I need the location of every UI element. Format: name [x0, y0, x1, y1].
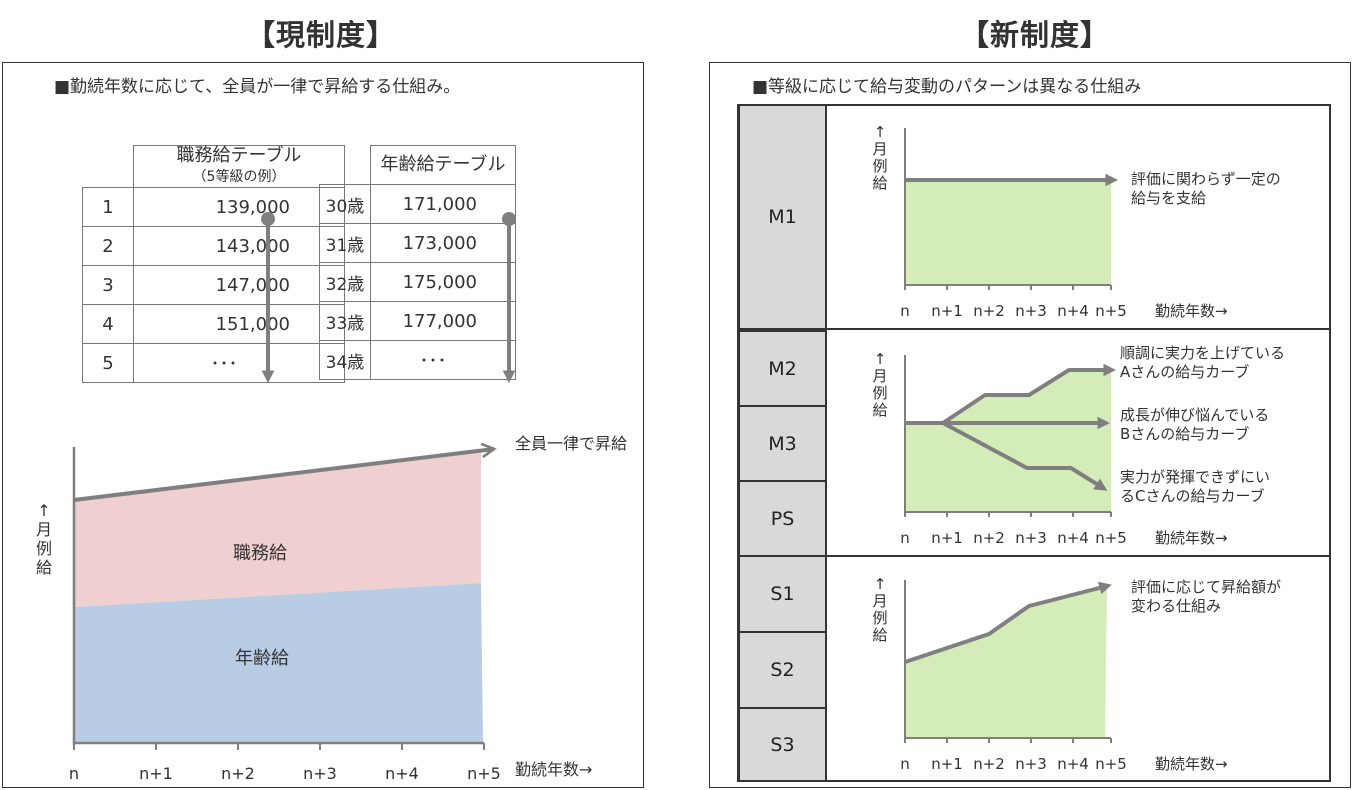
s-note: 評価に応じて昇給額が 変わる仕組み — [1131, 578, 1282, 615]
table-row: 34歳 ･･･ — [319, 340, 516, 380]
x-tick-label: n+2 — [973, 302, 1005, 320]
salary-area — [905, 586, 1107, 738]
job-table-arrow — [261, 212, 275, 384]
table-row: 4 151,000 — [82, 304, 345, 344]
y-axis-label: 給 — [872, 401, 887, 419]
x-tick-label: n+5 — [467, 764, 501, 783]
salary-area — [905, 180, 1111, 285]
y-axis-label: ↑ — [874, 123, 887, 141]
x-tick-label: n+2 — [221, 764, 255, 783]
age-table-arrow — [502, 212, 516, 384]
section-divider — [827, 555, 1330, 557]
y-axis-label: 給 — [872, 174, 887, 192]
y-axis-label: ↑ — [874, 350, 887, 368]
x-tick-label: n+1 — [931, 302, 963, 320]
age-table-header: 年齢給テーブル — [370, 145, 516, 185]
x-tick-label: n+4 — [385, 764, 419, 783]
job-area-label: 職務給 — [233, 543, 287, 564]
person-b-note: 成長が伸び悩んでいる Bさんの給与カーブ — [1120, 406, 1270, 443]
x-tick-label: n+1 — [931, 755, 963, 773]
svg-text:例: 例 — [36, 539, 52, 558]
table-row: 30歳 171,000 — [319, 184, 516, 224]
table-row: 33歳 177,000 — [319, 301, 516, 341]
x-tick-label: n+4 — [1057, 529, 1089, 547]
m1-note: 評価に関わらず一定の 給与を支給 — [1131, 170, 1281, 207]
x-tick-label: n — [900, 529, 910, 547]
x-ticks — [73, 743, 485, 750]
table-row: 32歳 175,000 — [319, 262, 516, 302]
arrow-label: 全員一律で昇給 — [515, 434, 627, 453]
y-axis-label: ↑ 月 例 給 — [36, 501, 52, 577]
current-system-description: ■勤続年数に応じて、全員が一律で昇給する仕組み。 — [54, 77, 461, 97]
x-tick-label: n+4 — [1057, 755, 1089, 773]
x-tick-label: n — [69, 764, 79, 783]
grade-m2: M2 — [738, 330, 827, 407]
salary-curve — [904, 581, 1112, 664]
x-tick-label: n+5 — [1095, 755, 1127, 773]
current-system-title: 【現制度】 — [246, 18, 397, 52]
x-tick-label: n+1 — [139, 764, 173, 783]
x-axis-label: 勤続年数→ — [1155, 302, 1228, 320]
y-axis-label: 月 — [872, 140, 887, 158]
x-axis-label: 勤続年数→ — [515, 760, 592, 779]
table-row: 5 ･･･ — [82, 343, 345, 383]
person-a-note: 順調に実力を上げている Aさんの給与カーブ — [1120, 344, 1286, 381]
y-axis-label: 月 — [872, 592, 887, 610]
chart-s: n n+1 n+2 n+3 n+4 n+5 勤続年数→ ↑月例給 — [872, 575, 1227, 773]
y-axis-label: 月 — [872, 367, 887, 385]
x-tick-label: n+2 — [973, 529, 1005, 547]
age-area-label: 年齢給 — [235, 648, 289, 669]
y-axis-label: 例 — [872, 157, 887, 175]
x-tick-label: n+1 — [931, 529, 963, 547]
x-tick-label: n+5 — [1095, 302, 1127, 320]
x-tick-label: n+2 — [973, 755, 1005, 773]
grade-s2: S2 — [738, 631, 827, 709]
svg-text:月: 月 — [36, 520, 52, 539]
new-system-description: ■等級に応じて給与変動のパターンは異なる仕組み — [752, 77, 1142, 97]
person-c-note: 実力が発揮できずにい るCさんの給与カーブ — [1120, 468, 1271, 505]
x-tick-label: n+3 — [1015, 529, 1047, 547]
y-axis-label: ↑ — [874, 575, 887, 593]
table-row: 31歳 173,000 — [319, 223, 516, 263]
table-row: 1 139,000 — [82, 187, 345, 227]
table-row: 2 143,000 — [82, 226, 345, 266]
new-system-title: 【新制度】 — [960, 18, 1111, 52]
svg-text:給: 給 — [36, 558, 52, 577]
x-tick-label: n+5 — [1095, 529, 1127, 547]
grade-m1: M1 — [738, 104, 827, 330]
x-tick-label: n+3 — [303, 764, 337, 783]
svg-text:↑: ↑ — [37, 501, 50, 520]
x-axis-label: 勤続年数→ — [1155, 755, 1228, 773]
x-axis-label: 勤続年数→ — [1155, 529, 1228, 547]
grade-s3: S3 — [738, 707, 827, 782]
grade-m3: M3 — [738, 405, 827, 482]
chart-m1: n n+1 n+2 n+3 n+4 n+5 勤続年数→ ↑月例給 — [872, 123, 1227, 320]
x-tick-label: n — [900, 302, 910, 320]
x-tick-label: n+3 — [1015, 755, 1047, 773]
grade-ps: PS — [738, 480, 827, 557]
grade-s1: S1 — [738, 555, 827, 633]
salary-area — [905, 370, 1111, 512]
section-divider — [827, 328, 1330, 330]
y-axis-label: 給 — [872, 626, 887, 644]
table-row: 3 147,000 — [82, 265, 345, 305]
y-axis-label: 例 — [872, 384, 887, 402]
total-salary-arrow — [73, 449, 494, 502]
salary-curve — [942, 421, 1108, 491]
current-salary-chart: n n+1 n+2 n+3 n+4 n+5 勤続年数→ ↑ 月 例 給 全員一律… — [36, 434, 627, 783]
job-salary-table: 職務給テーブル （5等級の例） 1 139,000 2 143,000 3 147,0… — [82, 145, 345, 383]
x-tick-label: n — [900, 755, 910, 773]
x-tick-label: n+4 — [1057, 302, 1089, 320]
x-tick-label: n+3 — [1015, 302, 1047, 320]
y-axis-label: 例 — [872, 609, 887, 627]
chart-m2-ps: n n+1 n+2 n+3 n+4 n+5 勤続年数→ ↑月例給 — [872, 350, 1227, 547]
salary-curve — [905, 363, 1117, 425]
age-salary-area — [74, 583, 483, 742]
age-salary-table: 年齢給テーブル 30歳 171,000 31歳 173,000 32歳 175,000… — [319, 145, 516, 380]
